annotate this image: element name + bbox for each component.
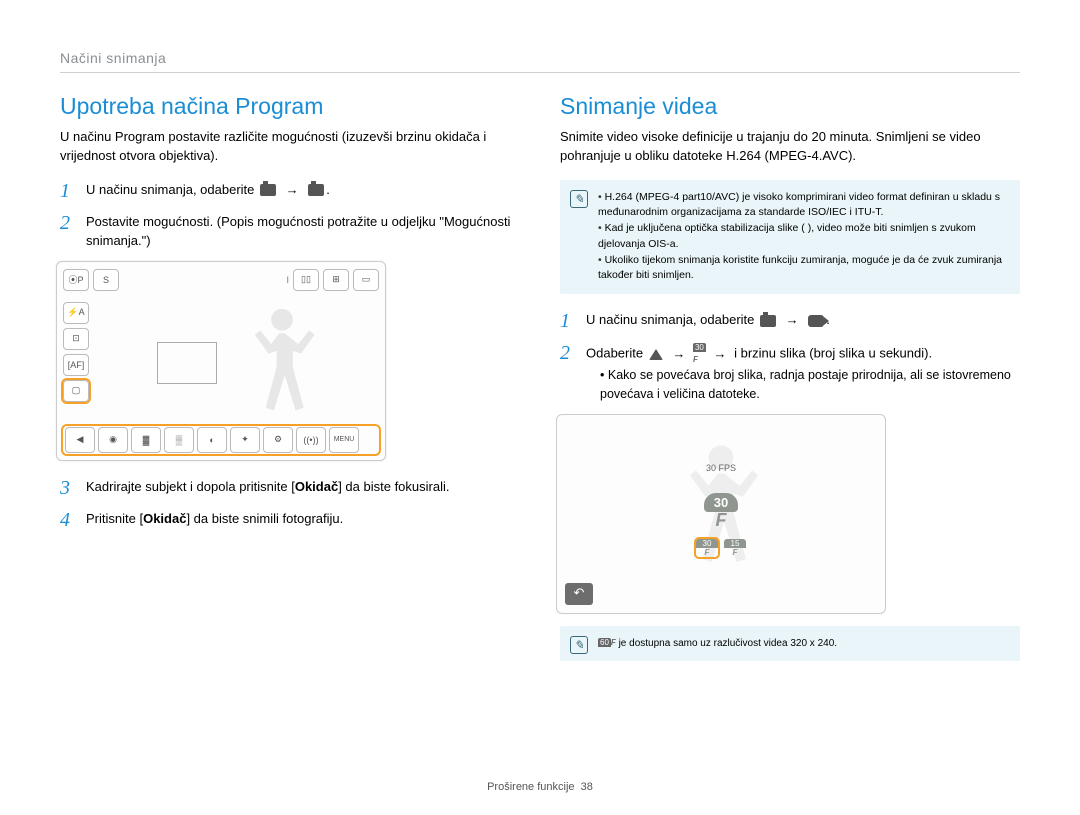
af-icon[interactable]: [AF] (63, 354, 89, 376)
video-screen-mock: 30 FPS 30 F 30F 15F ↶ (556, 414, 886, 614)
frame-icon: ▭ (353, 269, 379, 291)
info-i-icon: I (286, 275, 289, 285)
rstep-2: 2 Odaberite → 30F → i brzinu slika (broj… (560, 342, 1020, 404)
info-box-2: ✎ 60F je dostupna samo uz razlučivost vi… (560, 626, 1020, 661)
camera-screen-mock: ⦿P S I ▯▯ ⊞ ▭ ⚡A ⊡ [AF] ▢ (56, 261, 386, 461)
step-number: 2 (60, 212, 76, 251)
opt6-icon[interactable]: ⚙ (263, 427, 293, 453)
step3b-text: Okidač (295, 479, 338, 494)
step-number: 1 (560, 310, 576, 332)
fps30-option[interactable]: 30F (696, 539, 718, 557)
heading-video: Snimanje videa (560, 93, 1020, 120)
rstep2-bullet: Kako se povećava broj slika, radnja post… (600, 366, 1020, 404)
rstep-1: 1 U načinu snimanja, odaberite → . (560, 310, 1020, 332)
step3a-text: Kadrirajte subjekt i dopola pritisnite [ (86, 479, 295, 494)
step4a-text: Pritisnite [ (86, 511, 143, 526)
fps-label: 30 FPS (706, 463, 736, 473)
up-icon (649, 349, 663, 360)
footer-page: 38 (581, 781, 593, 793)
step-number: 4 (60, 509, 76, 531)
note1-item1: H.264 (MPEG-4 part10/AVC) je visoko komp… (598, 190, 1008, 222)
opt5-icon[interactable]: ✦ (230, 427, 260, 453)
rstep2b-text: i brzinu slika (broj slika u sekundi). (734, 346, 932, 361)
right-column: Snimanje videa Snimite video visoke defi… (560, 93, 1020, 677)
step-number: 3 (60, 477, 76, 499)
note-icon: ✎ (570, 190, 588, 208)
note1-item3: Ukoliko tijekom snimanja koristite funkc… (598, 253, 1008, 285)
arrow-icon: → (672, 346, 685, 361)
back-button[interactable]: ↶ (565, 583, 593, 605)
opt4-icon[interactable]: ◐ (197, 427, 227, 453)
fps-badge-main: 30 F (704, 493, 738, 533)
heading-program: Upotreba načina Program (60, 93, 520, 120)
left-column: Upotreba načina Program U načinu Program… (60, 93, 520, 677)
battery-icon: ▯▯ (293, 269, 319, 291)
fps60-icon: 60F (598, 637, 616, 649)
opt2-icon[interactable]: ▓ (131, 427, 161, 453)
opt1-icon[interactable]: ◉ (98, 427, 128, 453)
step3c-text: ] da biste fokusirali. (338, 479, 449, 494)
step1-text: U načinu snimanja, odaberite (86, 182, 258, 197)
subject-silhouette (237, 298, 327, 420)
mode-s-icon[interactable]: S (93, 269, 119, 291)
focus-mode-icon[interactable]: ⊡ (63, 328, 89, 350)
step-4: 4 Pritisnite [Okidač] da biste snimili f… (60, 509, 520, 531)
info-box-1: ✎ H.264 (MPEG-4 part10/AVC) je visoko ko… (560, 180, 1020, 295)
step2-text: Postavite mogućnosti. (Popis mogućnosti … (86, 212, 520, 251)
opt3-icon[interactable]: ▒ (164, 427, 194, 453)
intro-video: Snimite video visoke definicije u trajan… (560, 128, 1020, 166)
mode-p-icon[interactable]: ⦿P (63, 269, 89, 291)
frame-setting-icon[interactable]: ▢ (63, 380, 89, 402)
fps30-icon: 30F (693, 342, 706, 366)
step-3: 3 Kadrirajte subjekt i dopola pritisnite… (60, 477, 520, 499)
note-icon: ✎ (570, 636, 588, 654)
step-number: 2 (560, 342, 576, 404)
step-number: 1 (60, 180, 76, 202)
video-icon (808, 315, 824, 327)
arrow-icon: → (286, 182, 299, 197)
arrow-icon: → (713, 346, 726, 361)
fps15-option[interactable]: 15F (724, 539, 746, 557)
rstep1-text: U načinu snimanja, odaberite (586, 312, 758, 327)
rstep2a-text: Odaberite (586, 346, 647, 361)
note2-text: je dostupna samo uz razlučivost videa 32… (619, 638, 837, 649)
grid-icon: ⊞ (323, 269, 349, 291)
focus-rect (157, 342, 217, 384)
camera-icon (260, 184, 276, 196)
menu-button[interactable]: MENU (329, 427, 359, 453)
footer-label: Proširene funkcije (487, 781, 574, 793)
flash-icon[interactable]: ⚡A (63, 302, 89, 324)
breadcrumb: Načini snimanja (60, 50, 1020, 73)
step-1: 1 U načinu snimanja, odaberite → . (60, 180, 520, 202)
intro-program: U načinu Program postavite različite mog… (60, 128, 520, 166)
step4c-text: ] da biste snimili fotografiju. (186, 511, 343, 526)
step4b-text: Okidač (143, 511, 186, 526)
nav-left-icon[interactable]: ◀ (65, 427, 95, 453)
step-2: 2 Postavite mogućnosti. (Popis mogućnost… (60, 212, 520, 251)
arrow-icon: → (786, 312, 799, 327)
note1-item2: Kad je uključena optička stabilizacija s… (598, 221, 1008, 253)
camera-icon (760, 315, 776, 327)
page-footer: Proširene funkcije 38 (0, 781, 1080, 793)
opt7-icon[interactable]: ((•)) (296, 427, 326, 453)
camera-p-icon (308, 184, 324, 196)
